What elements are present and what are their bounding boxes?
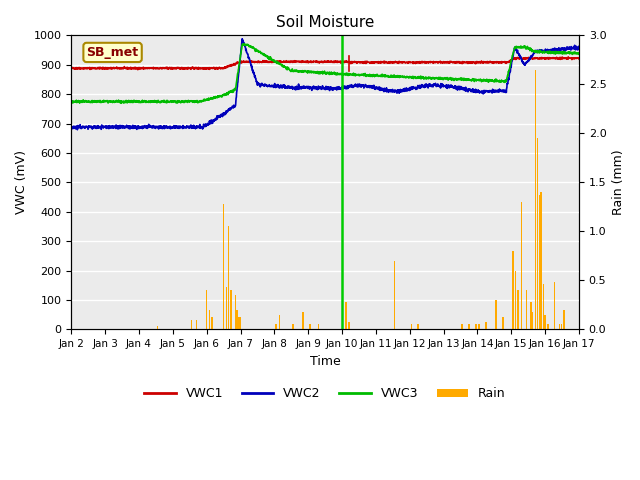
Bar	[275, 324, 277, 329]
Y-axis label: VWC (mV): VWC (mV)	[15, 150, 28, 215]
Bar	[521, 202, 522, 329]
Bar	[346, 302, 347, 329]
Bar	[485, 322, 486, 329]
Title: Soil Moisture: Soil Moisture	[276, 15, 374, 30]
Bar	[348, 322, 349, 329]
Bar	[228, 227, 229, 329]
Bar	[196, 320, 197, 329]
Bar	[502, 317, 504, 329]
Bar	[240, 317, 241, 329]
Bar	[211, 317, 212, 329]
Bar	[563, 310, 564, 329]
Bar	[512, 251, 514, 329]
Bar	[539, 195, 540, 329]
Bar	[225, 287, 227, 329]
Bar	[302, 312, 304, 329]
Bar	[236, 310, 238, 329]
Bar	[530, 302, 532, 329]
Bar	[559, 324, 560, 329]
Bar	[292, 324, 294, 329]
Bar	[157, 326, 158, 329]
Bar	[561, 324, 562, 329]
Bar	[309, 324, 310, 329]
Legend: VWC1, VWC2, VWC3, Rain: VWC1, VWC2, VWC3, Rain	[140, 383, 511, 406]
Bar	[223, 204, 225, 329]
Bar	[525, 290, 527, 329]
Bar	[209, 310, 210, 329]
Bar	[238, 317, 239, 329]
X-axis label: Time: Time	[310, 355, 340, 368]
Bar	[554, 282, 556, 329]
Bar	[230, 290, 232, 329]
Bar	[495, 300, 497, 329]
Bar	[475, 324, 477, 329]
Bar	[517, 290, 519, 329]
Bar	[468, 324, 470, 329]
Bar	[417, 324, 419, 329]
Bar	[317, 324, 319, 329]
Bar	[515, 271, 516, 329]
Bar	[531, 312, 533, 329]
Bar	[535, 70, 536, 329]
Bar	[278, 315, 280, 329]
Bar	[461, 324, 463, 329]
Text: SB_met: SB_met	[86, 46, 139, 59]
Bar	[411, 324, 412, 329]
Bar	[545, 315, 546, 329]
Bar	[394, 261, 396, 329]
Bar	[235, 295, 236, 329]
Bar	[206, 290, 207, 329]
Bar	[540, 192, 542, 329]
Bar	[191, 320, 192, 329]
Bar	[478, 324, 480, 329]
Bar	[536, 138, 538, 329]
Y-axis label: Rain (mm): Rain (mm)	[612, 150, 625, 215]
Bar	[543, 284, 544, 329]
Bar	[547, 324, 548, 329]
